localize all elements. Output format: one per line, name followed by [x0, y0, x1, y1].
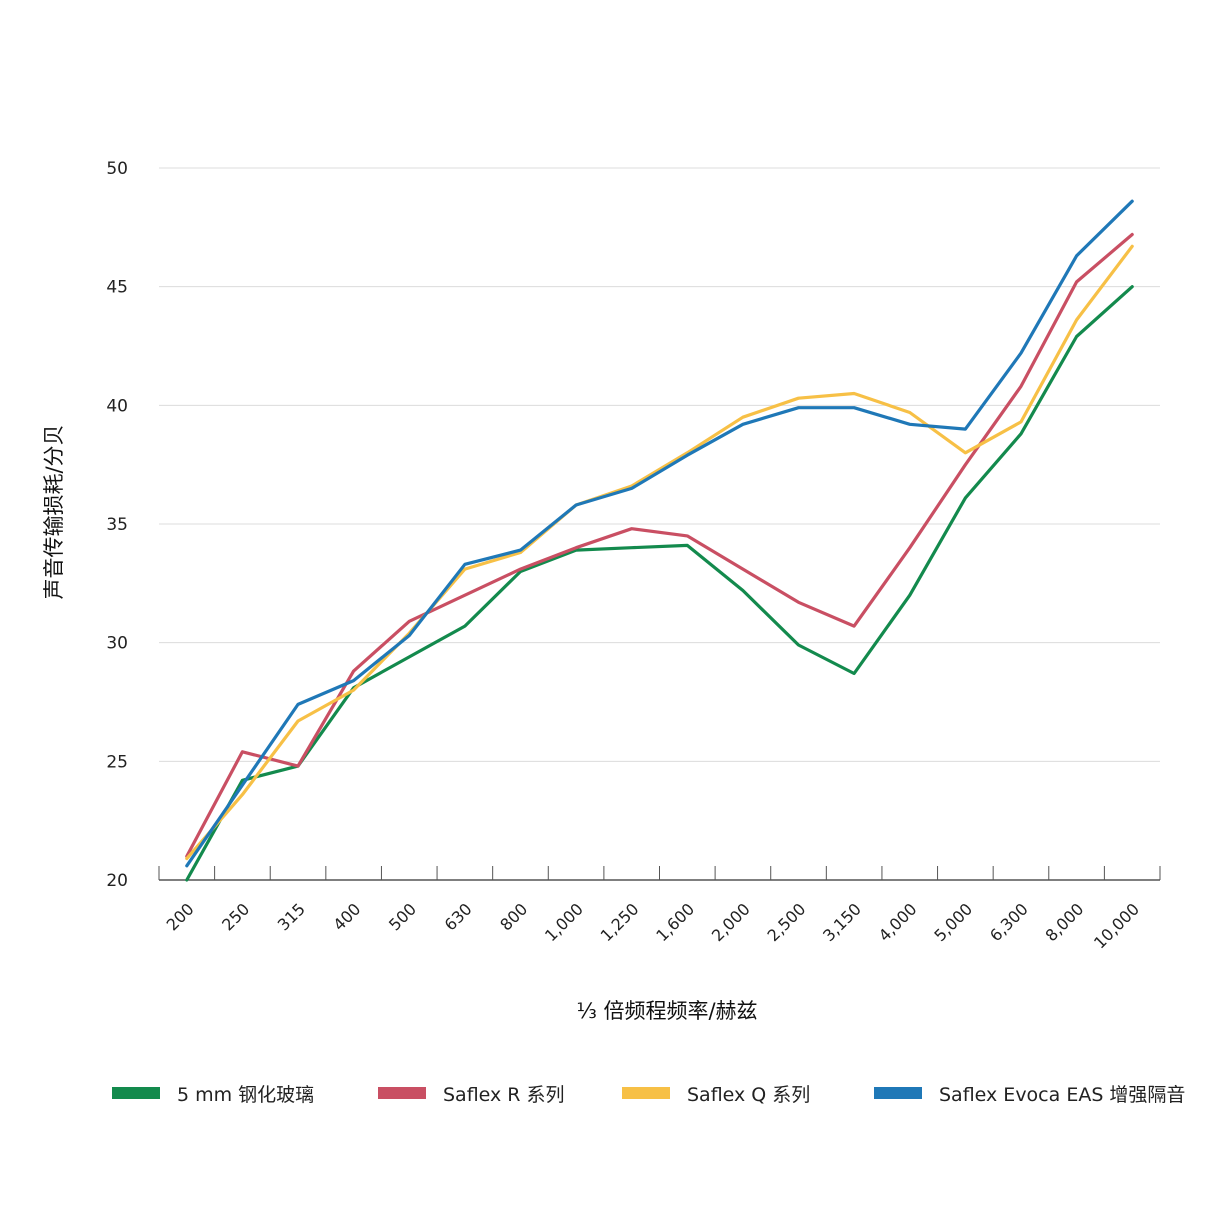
x-tick-label: 5,000	[930, 899, 976, 945]
legend-label: Saflex R 系列	[443, 1083, 565, 1106]
legend-item-saflex-q: Saflex Q 系列	[622, 1078, 810, 1108]
series-line-0	[185, 285, 1134, 882]
x-axis-title: ⅓ 倍频程频率/赫兹	[576, 999, 757, 1023]
series-line-1	[185, 232, 1134, 858]
line-chart: 20 25 30 35 40 45 50 200 250 315 400 500 630 800 1,00…	[42, 159, 1161, 1023]
series-line-2	[185, 244, 1134, 861]
x-tick-label: 2,000	[708, 899, 754, 945]
x-tick-label: 3,150	[819, 899, 865, 945]
y-tick-label: 30	[106, 634, 128, 654]
legend-label: Saflex Q 系列	[687, 1083, 811, 1106]
x-tick-label: 8,000	[1042, 899, 1088, 945]
y-tick-label: 20	[106, 871, 128, 891]
y-tick-label: 50	[106, 159, 128, 179]
x-tick-label: 1,000	[541, 899, 587, 945]
legend-swatch	[874, 1087, 922, 1099]
series-line-3	[185, 199, 1134, 868]
legend-swatch	[378, 1087, 426, 1099]
x-tick-label: 800	[496, 899, 531, 934]
y-axis-ticks: 20 25 30 35 40 45 50	[106, 159, 128, 891]
legend-swatch	[112, 1087, 160, 1099]
legend-item-saflex-r: Saflex R 系列	[378, 1078, 565, 1108]
grid-lines	[159, 167, 1160, 762]
series-lines	[185, 199, 1134, 882]
x-tick-label: 6,300	[986, 899, 1032, 945]
x-tick-label: 10,000	[1090, 899, 1143, 952]
x-tick-label: 250	[218, 899, 253, 934]
legend-label: Saflex Evoca EAS 增强隔音	[939, 1083, 1186, 1106]
x-tick-label: 315	[274, 899, 309, 934]
legend-item-tempered-glass: 5 mm 钢化玻璃	[112, 1078, 314, 1108]
x-tick-label: 500	[385, 899, 420, 934]
legend: 5 mm 钢化玻璃 Saflex R 系列 Saflex Q 系列 Saflex…	[0, 1078, 1229, 1108]
legend-label: 5 mm 钢化玻璃	[177, 1083, 315, 1106]
x-tick-label: 4,000	[875, 899, 921, 945]
x-tick-label: 1,600	[652, 899, 698, 945]
y-tick-label: 45	[106, 278, 128, 298]
y-tick-label: 25	[106, 752, 128, 772]
x-tick-label: 630	[441, 899, 476, 934]
legend-item-saflex-evoca: Saflex Evoca EAS 增强隔音	[874, 1078, 1185, 1108]
x-tick-label: 1,250	[597, 899, 643, 945]
x-axis: 200 250 315 400 500 630 800 1,000 1,250 1,600 2,00…	[158, 866, 1161, 952]
legend-swatch	[622, 1087, 670, 1099]
y-tick-label: 35	[106, 515, 128, 535]
x-tick-label: 2,500	[764, 899, 810, 945]
y-axis-title: 声音传输损耗/分贝	[42, 424, 66, 599]
y-tick-label: 40	[106, 396, 128, 416]
x-tick-label: 200	[163, 899, 198, 934]
x-tick-label: 400	[329, 899, 364, 934]
